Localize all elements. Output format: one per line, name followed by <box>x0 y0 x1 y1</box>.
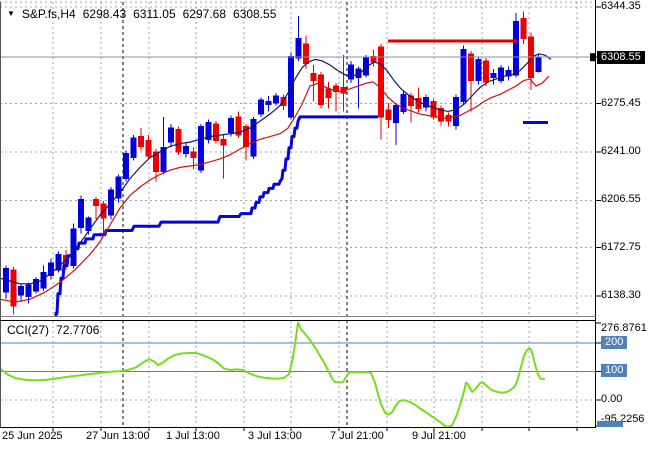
chart-title: ▼ S&P.fs,H4 6298.43 6311.05 6297.68 6308… <box>7 7 276 21</box>
ohlc-high: 6311.05 <box>133 7 176 21</box>
time-axis-label: 3 Jul 13:00 <box>248 430 302 442</box>
ohlc-open: 6298.43 <box>82 7 127 21</box>
time-axis-label: 7 Jul 21:00 <box>330 430 384 442</box>
symbol-timeframe: S&P.fs,H4 <box>21 7 76 21</box>
price-axis-label: 6241.00 <box>601 144 641 157</box>
cci-axis-label: 0.00 <box>601 392 623 405</box>
indicator-label: CCI(27) 72.7706 <box>7 323 99 337</box>
current-price-tag: 6308.55 <box>597 50 645 64</box>
indicator-name: CCI(27) <box>7 323 50 337</box>
price-axis-label: 6172.75 <box>601 240 641 253</box>
cci-axis-label: 276.8761 <box>601 322 647 334</box>
cci-axis-label: 100 <box>601 364 628 378</box>
time-axis-label: 9 Jul 21:00 <box>412 430 466 442</box>
price-axis-label: 6344.35 <box>601 0 641 12</box>
symbol-dropdown-icon[interactable]: ▼ <box>7 9 15 18</box>
price-axis-label: 6206.55 <box>601 193 641 206</box>
ohlc-close: 6308.55 <box>233 7 277 21</box>
time-axis-label: 27 Jun 13:00 <box>86 430 150 442</box>
indicator-value: 72.7706 <box>56 323 100 337</box>
cci-level-label-fragment <box>597 421 623 427</box>
ohlc-low: 6297.68 <box>182 7 227 21</box>
time-axis-label: 25 Jun 2025 <box>2 430 63 442</box>
time-axis-label: 1 Jul 13:00 <box>166 430 220 442</box>
cci-axis-label: 200 <box>601 335 628 349</box>
price-axis-label: 6275.45 <box>601 96 641 109</box>
price-axis-label: 6138.30 <box>601 289 641 301</box>
